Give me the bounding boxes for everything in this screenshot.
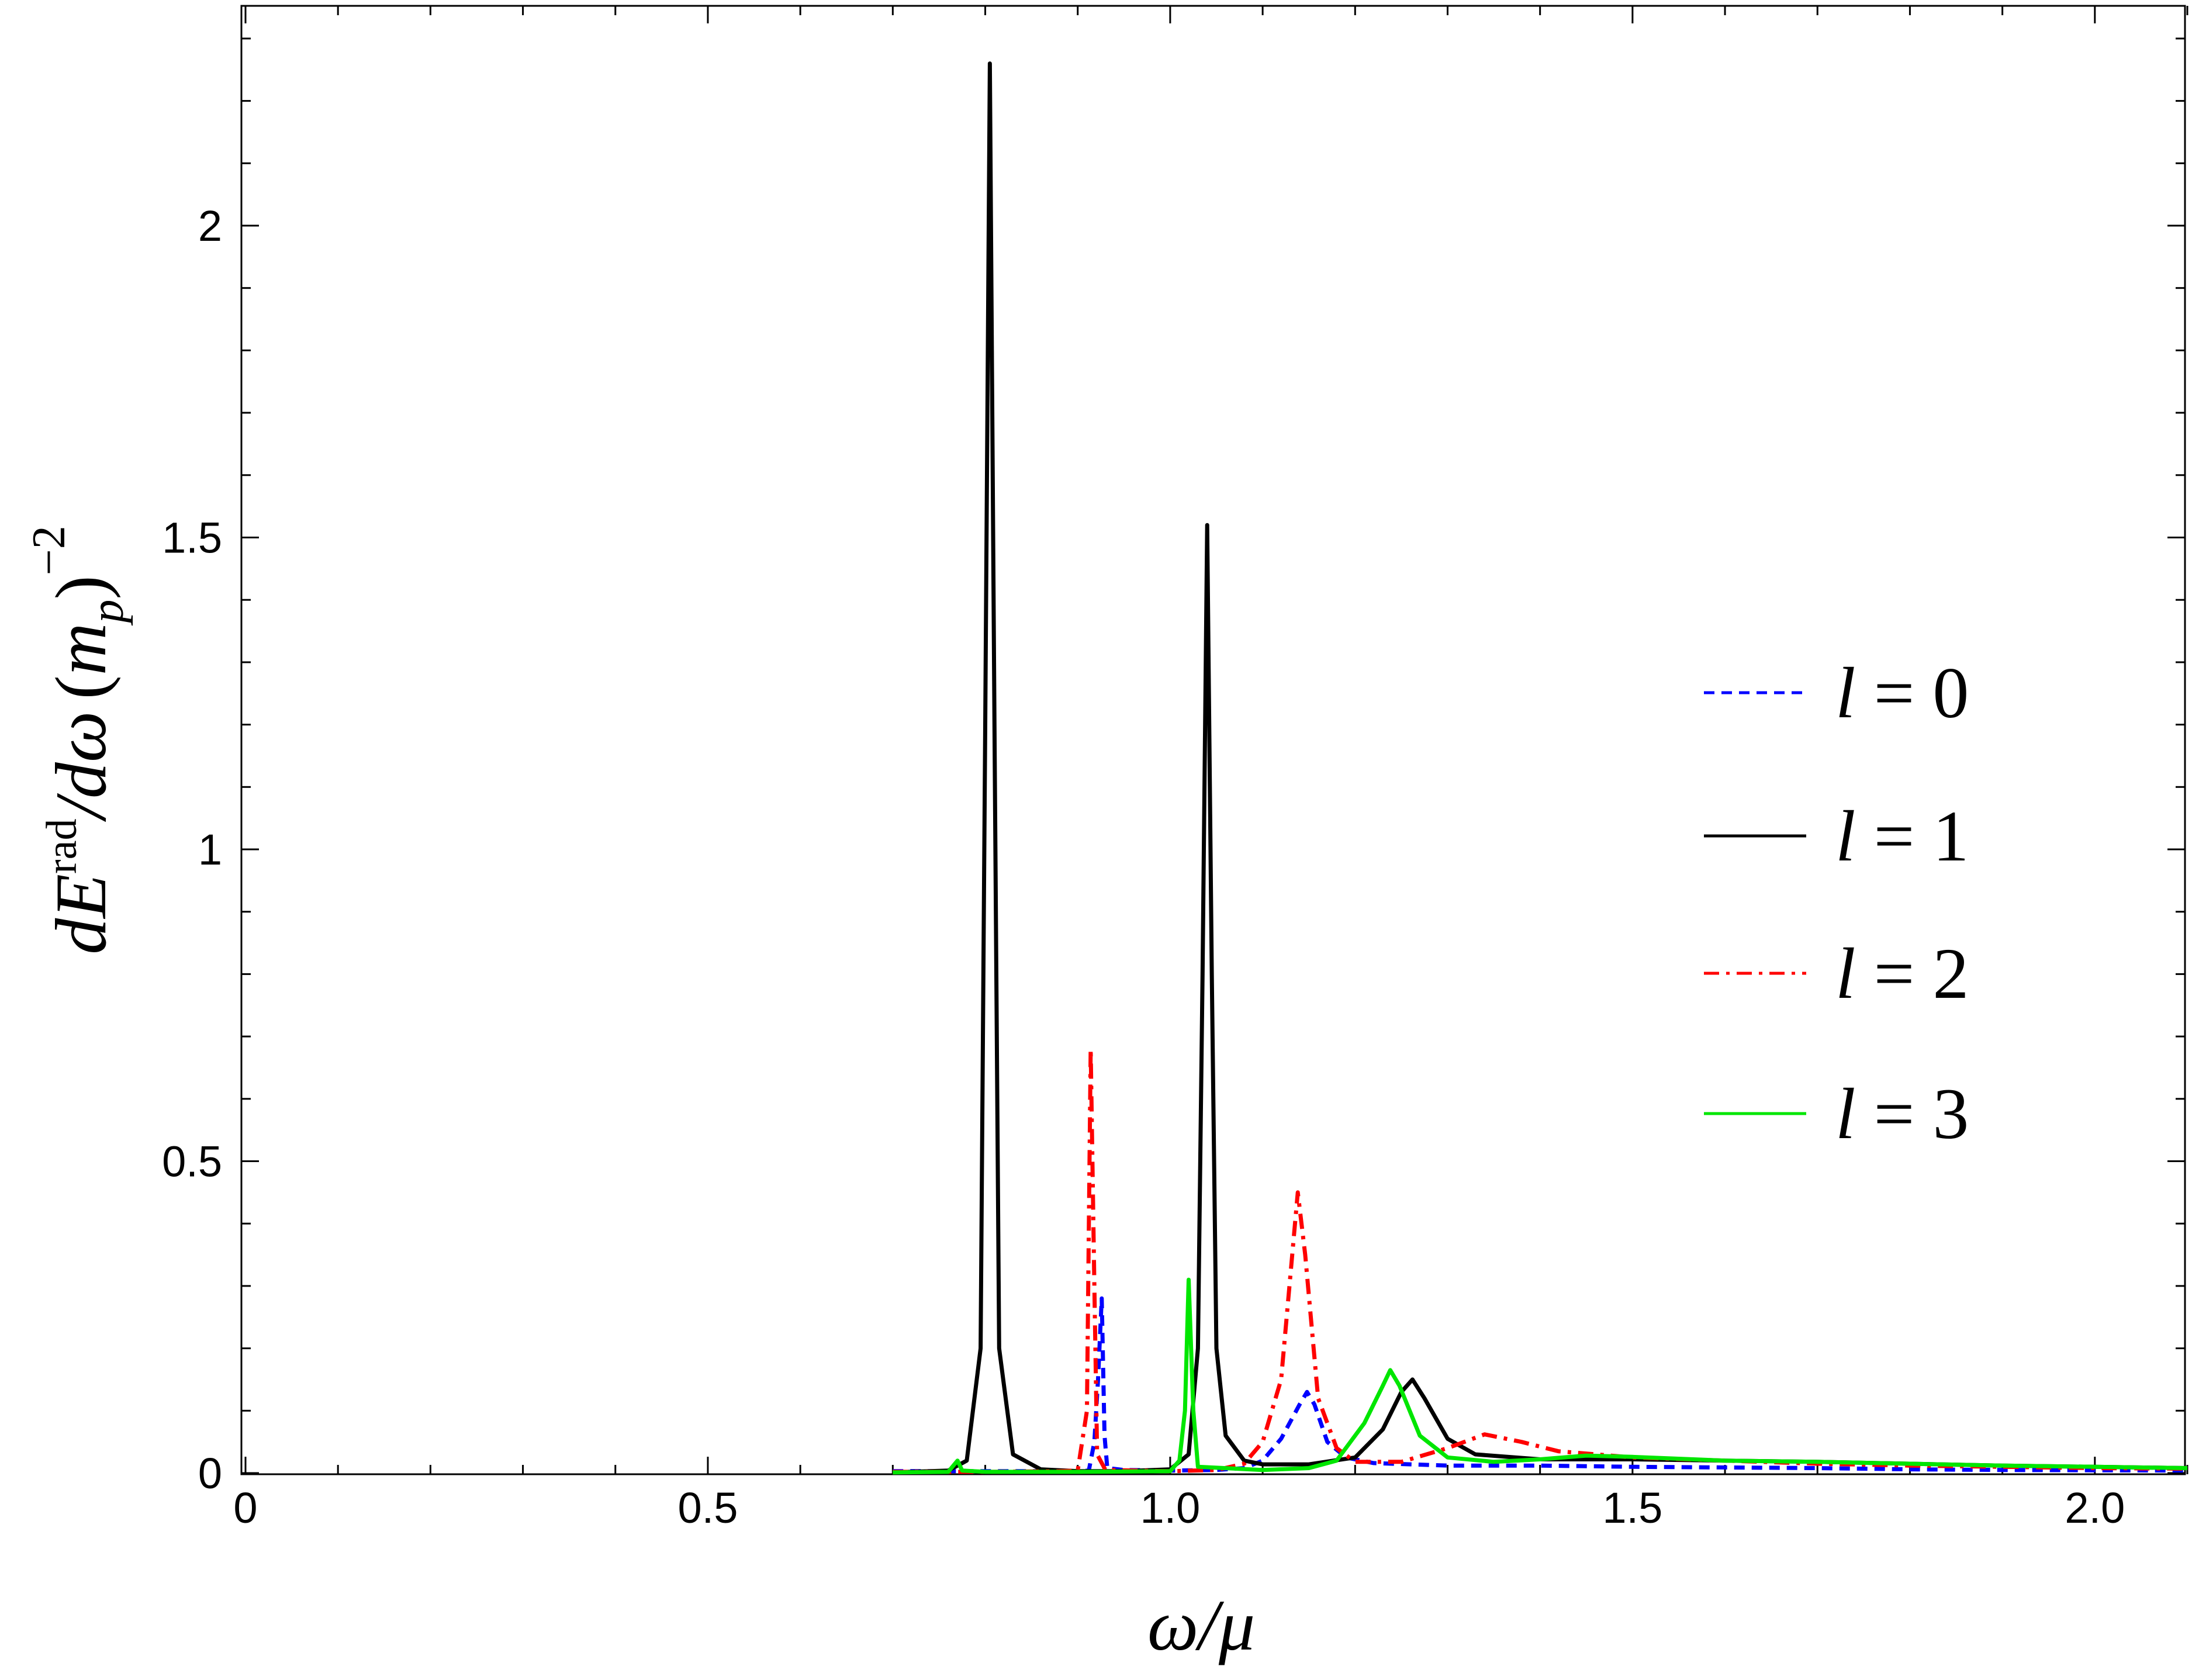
- series-layer: [893, 61, 2188, 1475]
- x-tick-label: 0.5: [678, 1484, 738, 1532]
- x-tick-label: 0: [233, 1484, 257, 1532]
- y-axis-title-text: dErad/dω(mp)−2: [23, 526, 133, 955]
- y-axis-title: dErad/dω(mp)−2: [23, 526, 133, 955]
- y-tick-label: 1: [198, 825, 222, 874]
- legend-label: l = 0: [1835, 653, 1969, 733]
- series-line-l1: [893, 61, 2188, 1475]
- y-tick-label: 2: [198, 202, 222, 250]
- series-line-l2: [893, 1046, 2188, 1474]
- y-tick-label: 0.5: [162, 1138, 222, 1186]
- y-tick-label: 1.5: [162, 514, 222, 562]
- legend-label: l = 1: [1835, 796, 1969, 876]
- x-tick-label: 1.5: [1602, 1484, 1662, 1532]
- legend: l = 0 l = 1 l = 2 l = 3: [1704, 653, 1969, 1154]
- x-tick-label: 2.0: [2065, 1484, 2125, 1532]
- legend-label: l = 3: [1835, 1074, 1969, 1154]
- plot-frame: [240, 5, 2186, 1475]
- series-line-l3: [893, 1277, 2188, 1475]
- y-tick-label: 0: [198, 1449, 222, 1498]
- x-axis-title: ω/μ: [1147, 1585, 1255, 1665]
- axis-tick-labels: 0 0.5 1.0 1.5 2.0 0 0.5 1 1.5 2: [162, 202, 2125, 1532]
- legend-label: l = 2: [1835, 934, 1969, 1014]
- x-tick-label: 1.0: [1140, 1484, 1200, 1532]
